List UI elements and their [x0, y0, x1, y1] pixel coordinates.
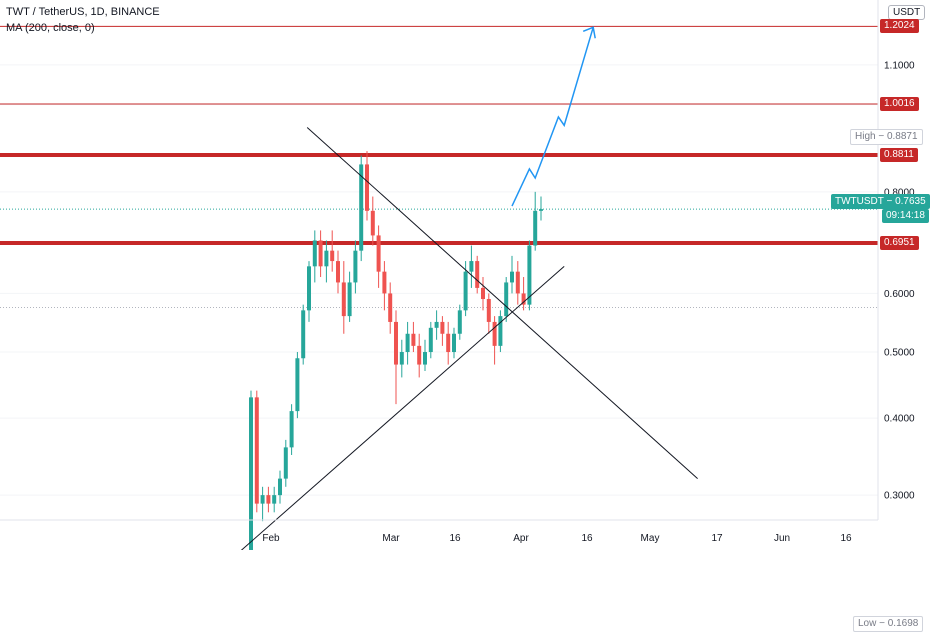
candle-body	[440, 321, 445, 334]
candle-body	[324, 250, 329, 267]
candle-body	[417, 345, 422, 365]
candle-body	[254, 397, 259, 504]
candle-body	[295, 358, 300, 412]
trendlines	[240, 127, 698, 550]
candle-body	[539, 209, 543, 211]
candle-body	[457, 310, 462, 334]
x-tick-label: 16	[840, 533, 852, 544]
candle-body	[278, 478, 282, 496]
currency-button[interactable]: USDT	[888, 5, 926, 20]
candles	[249, 151, 543, 550]
candle-body	[527, 245, 532, 305]
candle-body	[533, 210, 538, 246]
projection-path	[511, 27, 594, 207]
candle-body	[353, 250, 358, 283]
price-chart[interactable]: 0.20000.30000.40000.50000.60000.80001.00…	[0, 0, 932, 550]
candle-body	[260, 495, 265, 504]
candle-body	[249, 397, 253, 550]
x-tick-label: 16	[449, 533, 461, 544]
bar-countdown-tag: 09:14:18	[882, 209, 929, 224]
candle-body	[312, 240, 317, 267]
candle-body	[463, 271, 468, 311]
candle-body	[359, 164, 364, 251]
x-tick-label: May	[641, 533, 660, 544]
low-tag: Low − 0.1698	[853, 615, 924, 632]
x-tick-label: Mar	[382, 533, 400, 544]
candle-body	[365, 164, 369, 211]
candle-body	[423, 352, 427, 365]
candle-body	[399, 352, 404, 365]
candle-body	[504, 282, 509, 317]
candle-body	[330, 250, 335, 262]
projection-arrow	[511, 26, 596, 207]
last-price-tag: TWTUSDT − 0.7635	[831, 194, 930, 210]
high-tag: High − 0.8871	[850, 129, 923, 146]
level-tag-1.2024: 1.2024	[880, 19, 919, 34]
candle-body	[452, 333, 456, 353]
candle-body	[382, 271, 387, 294]
candle-body	[475, 261, 480, 288]
candle-body	[388, 293, 393, 322]
candle-body	[434, 321, 439, 328]
level-tag-0.6951: 0.6951	[880, 235, 919, 250]
candle-body	[272, 495, 277, 504]
candle-body	[376, 235, 381, 272]
candle-body	[498, 316, 503, 346]
symbol-legend[interactable]: TWT / TetherUS, 1D, BINANCE	[6, 6, 160, 18]
trendline	[306, 127, 698, 479]
candle-body	[370, 210, 375, 236]
candle-body	[341, 282, 346, 317]
y-tick-label: 0.4000	[884, 414, 915, 425]
y-tick-label: 1.1000	[884, 60, 915, 71]
candle-body	[336, 261, 340, 283]
candle-body	[394, 321, 398, 365]
candle-body	[510, 271, 514, 283]
candle-body	[301, 310, 306, 359]
candle-body	[307, 266, 311, 311]
x-tick-label: Apr	[513, 533, 529, 544]
candle-body	[521, 293, 526, 305]
candle-body	[289, 411, 294, 448]
y-tick-label: 0.3000	[884, 491, 915, 502]
candle-body	[481, 287, 485, 300]
level-tag-0.8811: 0.8811	[880, 148, 918, 163]
x-tick-label: Jun	[774, 533, 790, 544]
candle-body	[428, 327, 433, 353]
horizontal-levels	[0, 25, 878, 308]
candle-body	[446, 333, 451, 353]
y-tick-label: 0.8000	[884, 187, 915, 198]
candle-body	[347, 282, 352, 317]
candle-body	[486, 299, 491, 322]
level-tag-1.0016: 1.0016	[880, 96, 919, 111]
indicator-legend[interactable]: MA (200, close, 0)	[6, 22, 95, 34]
candle-body	[405, 333, 410, 353]
x-tick-label: 17	[711, 533, 723, 544]
candle-body	[318, 240, 323, 267]
trendline	[240, 265, 565, 550]
candle-body	[469, 261, 474, 272]
grid	[0, 64, 878, 496]
projection-arrowhead	[582, 26, 596, 39]
candle-body	[266, 495, 271, 504]
x-tick-label: 16	[581, 533, 593, 544]
candle-body	[283, 447, 288, 479]
candle-body	[411, 333, 416, 346]
candle-body	[492, 321, 497, 346]
x-tick-label: Feb	[262, 533, 280, 544]
y-tick-label: 0.5000	[884, 348, 915, 359]
y-tick-label: 0.6000	[884, 289, 915, 300]
candle-body	[515, 271, 520, 294]
time-axis: Feb Mar 16 Apr 16 May 17 Jun 16	[262, 533, 852, 544]
